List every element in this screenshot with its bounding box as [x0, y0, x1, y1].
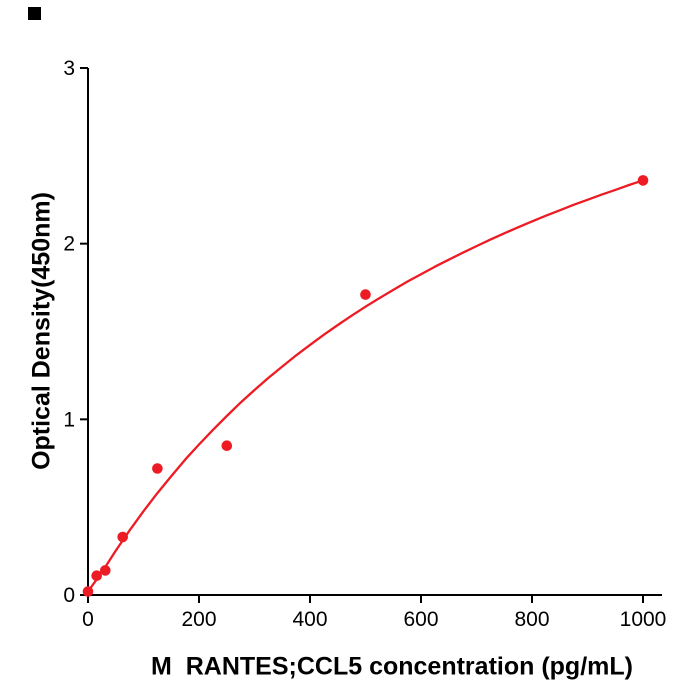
x-tick-label: 800 [514, 608, 549, 631]
data-point [82, 586, 94, 597]
x-tick-label: 400 [292, 608, 327, 631]
y-tick-label: 3 [63, 57, 75, 80]
x-tick-label: 1000 [620, 608, 667, 631]
data-point [360, 289, 371, 300]
y-tick-label: 0 [63, 584, 75, 607]
y-axis-label: Optical Density(450nm) [27, 192, 56, 470]
y-tick-label: 1 [63, 408, 75, 431]
x-tick-label: 600 [403, 608, 438, 631]
x-tick-label: 200 [181, 608, 216, 631]
data-point [221, 440, 233, 452]
data-point [637, 175, 649, 186]
data-point [91, 570, 102, 581]
data-point [100, 565, 111, 576]
corner-marker [28, 7, 41, 20]
x-axis-label: M RANTES;CCL5 concentration (pg/mL) [151, 652, 633, 681]
x-tick-label: 0 [82, 608, 94, 631]
fit-curve [86, 179, 645, 593]
data-point [152, 463, 163, 474]
data-point [117, 531, 128, 543]
y-tick-label: 2 [63, 233, 75, 256]
